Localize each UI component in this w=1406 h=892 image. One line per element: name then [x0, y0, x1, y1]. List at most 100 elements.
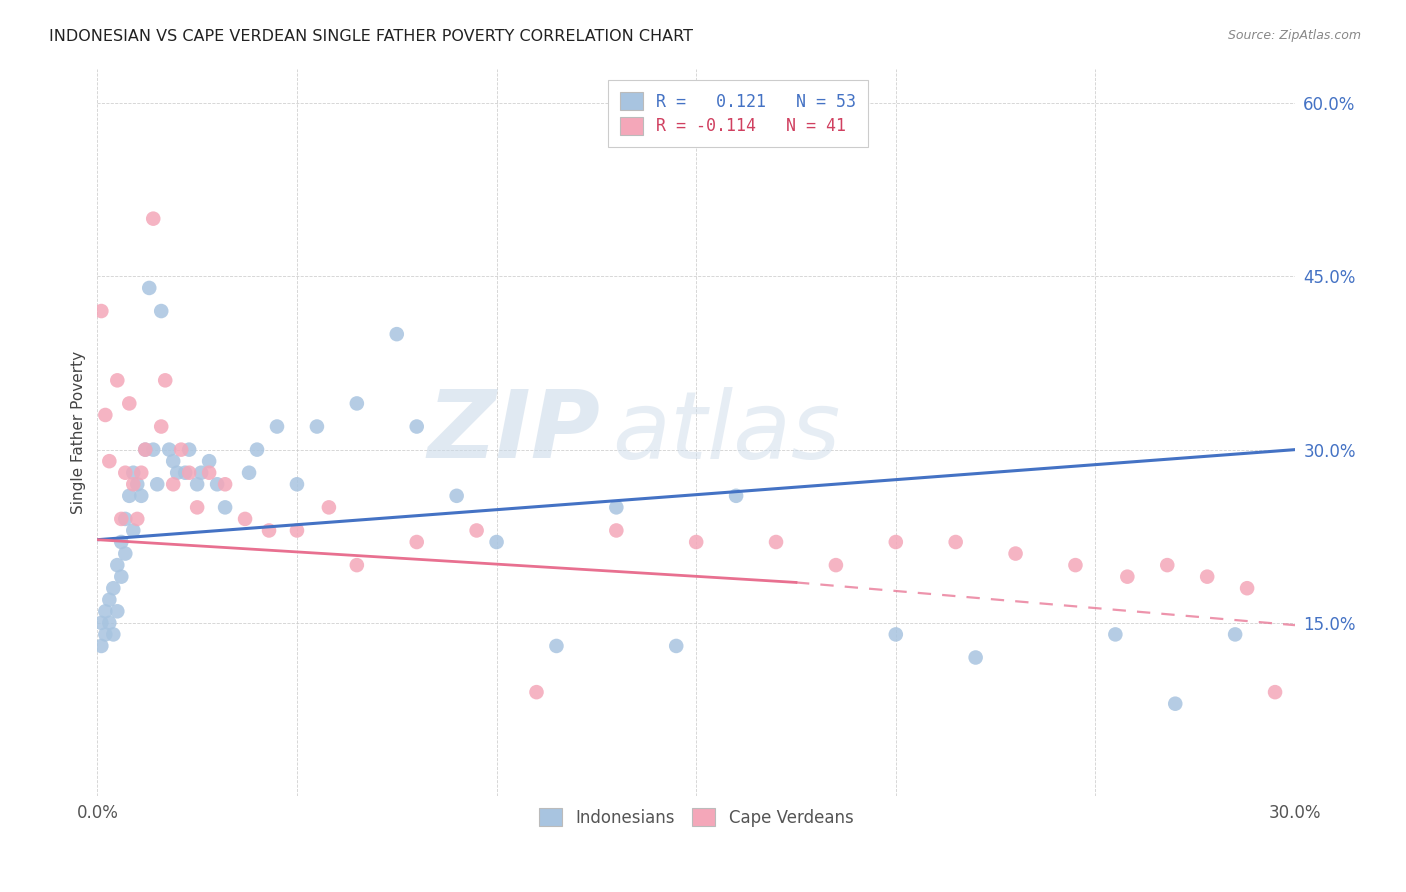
Point: [546, 639, 568, 653]
Legend: Indonesians, Cape Verdeans: Indonesians, Cape Verdeans: [530, 800, 862, 835]
Point: [1156, 558, 1178, 573]
Point: [305, 419, 328, 434]
Point: [1236, 581, 1258, 595]
Point: [118, 489, 141, 503]
Point: [1004, 547, 1026, 561]
Point: [1223, 627, 1246, 641]
Point: [90, 639, 112, 653]
Point: [110, 569, 132, 583]
Point: [134, 442, 156, 457]
Point: [198, 466, 221, 480]
Point: [103, 581, 125, 595]
Point: [485, 535, 508, 549]
Point: [665, 639, 688, 653]
Point: [1104, 627, 1126, 641]
Point: [114, 547, 136, 561]
Y-axis label: Single Father Poverty: Single Father Poverty: [72, 351, 86, 514]
Point: [90, 615, 112, 630]
Point: [446, 489, 468, 503]
Point: [129, 489, 152, 503]
Point: [162, 454, 184, 468]
Point: [150, 419, 173, 434]
Point: [1116, 569, 1139, 583]
Point: [103, 627, 125, 641]
Point: [118, 396, 141, 410]
Point: [186, 477, 208, 491]
Point: [725, 489, 748, 503]
Point: [166, 466, 188, 480]
Point: [105, 604, 128, 618]
Point: [134, 442, 156, 457]
Point: [98, 592, 121, 607]
Point: [105, 558, 128, 573]
Point: [346, 396, 368, 410]
Point: [765, 535, 787, 549]
Point: [685, 535, 707, 549]
Point: [142, 442, 165, 457]
Point: [105, 373, 128, 387]
Point: [162, 477, 184, 491]
Text: ZIP: ZIP: [427, 386, 600, 478]
Point: [605, 500, 627, 515]
Point: [198, 454, 221, 468]
Point: [94, 604, 117, 618]
Point: [965, 650, 987, 665]
Point: [346, 558, 368, 573]
Text: atlas: atlas: [613, 387, 841, 478]
Point: [190, 466, 212, 480]
Point: [122, 477, 145, 491]
Point: [155, 373, 177, 387]
Point: [214, 500, 236, 515]
Point: [233, 512, 256, 526]
Point: [94, 408, 117, 422]
Point: [266, 419, 288, 434]
Point: [114, 512, 136, 526]
Text: Source: ZipAtlas.com: Source: ZipAtlas.com: [1227, 29, 1361, 42]
Point: [110, 535, 132, 549]
Point: [1264, 685, 1286, 699]
Point: [157, 442, 180, 457]
Point: [285, 477, 308, 491]
Point: [205, 477, 228, 491]
Point: [186, 500, 208, 515]
Point: [142, 211, 165, 226]
Point: [150, 304, 173, 318]
Point: [825, 558, 848, 573]
Point: [465, 524, 488, 538]
Point: [257, 524, 280, 538]
Point: [129, 466, 152, 480]
Point: [98, 615, 121, 630]
Point: [238, 466, 260, 480]
Point: [405, 419, 427, 434]
Point: [1064, 558, 1087, 573]
Point: [146, 477, 169, 491]
Point: [318, 500, 340, 515]
Point: [127, 512, 149, 526]
Point: [179, 466, 201, 480]
Point: [127, 477, 149, 491]
Point: [605, 524, 627, 538]
Point: [246, 442, 269, 457]
Point: [526, 685, 548, 699]
Point: [1197, 569, 1219, 583]
Point: [884, 627, 907, 641]
Point: [1164, 697, 1187, 711]
Point: [90, 304, 112, 318]
Point: [94, 627, 117, 641]
Point: [385, 327, 408, 342]
Point: [138, 281, 160, 295]
Text: INDONESIAN VS CAPE VERDEAN SINGLE FATHER POVERTY CORRELATION CHART: INDONESIAN VS CAPE VERDEAN SINGLE FATHER…: [49, 29, 693, 44]
Point: [214, 477, 236, 491]
Point: [114, 466, 136, 480]
Point: [122, 466, 145, 480]
Point: [98, 454, 121, 468]
Point: [179, 442, 201, 457]
Point: [170, 442, 193, 457]
Point: [884, 535, 907, 549]
Point: [285, 524, 308, 538]
Point: [110, 512, 132, 526]
Point: [405, 535, 427, 549]
Point: [122, 524, 145, 538]
Point: [945, 535, 967, 549]
Point: [174, 466, 197, 480]
